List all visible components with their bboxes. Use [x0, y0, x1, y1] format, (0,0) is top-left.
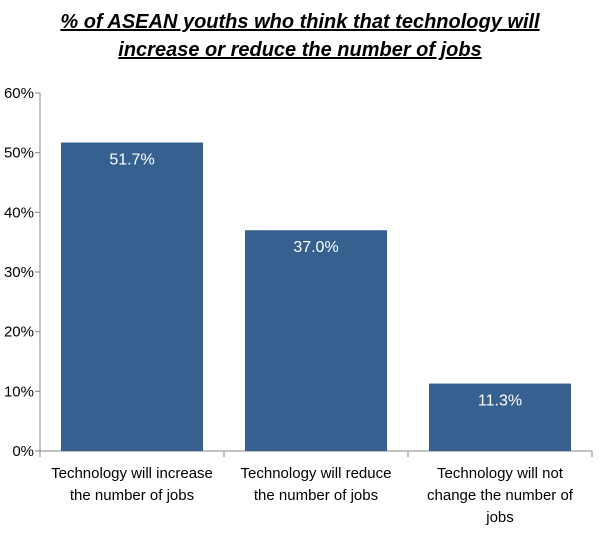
- x-category-label: Technology will not change the number of j…: [427, 465, 574, 526]
- x-category-label-line: the number of jobs: [70, 487, 194, 504]
- y-tick-label: 10%: [4, 383, 34, 400]
- x-category-label-line: change the number of: [427, 487, 574, 504]
- data-label: 37.0%: [293, 239, 338, 256]
- x-category-label-line: Technology will not: [437, 465, 564, 482]
- x-category-label-line: jobs: [485, 509, 514, 526]
- chart-title: % of ASEAN youths who think that technol…: [0, 8, 600, 64]
- y-tick-label: 60%: [4, 85, 34, 102]
- y-tick-label: 20%: [4, 324, 34, 341]
- chart-title-line-2: increase or reduce the number of jobs: [118, 39, 482, 61]
- data-label: 51.7%: [109, 152, 154, 169]
- y-tick-label: 0%: [12, 443, 34, 460]
- x-category-label-line: Technology will increase: [51, 465, 213, 482]
- y-tick-label: 30%: [4, 264, 34, 281]
- data-label: 11.3%: [478, 393, 522, 410]
- x-category-label: Technology will reduce the number of jobs: [241, 465, 392, 504]
- y-tick-label: 40%: [4, 204, 34, 221]
- bar: [429, 383, 571, 451]
- y-tick-label: 50%: [4, 145, 34, 162]
- x-category-label: Technology will increase the number of jo…: [51, 465, 213, 504]
- chart-title-line-1: % of ASEAN youths who think that technol…: [60, 11, 540, 33]
- x-category-label-line: the number of jobs: [254, 487, 378, 504]
- bar: [245, 230, 387, 451]
- bar: [61, 142, 203, 452]
- x-category-label-line: Technology will reduce: [241, 465, 392, 482]
